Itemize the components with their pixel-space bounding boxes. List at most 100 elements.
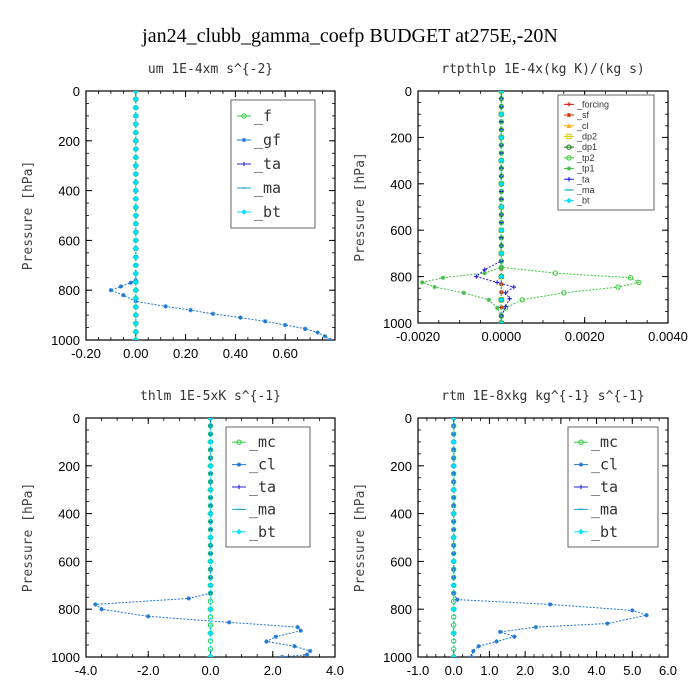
data-point-bt (207, 534, 214, 541)
data-point-bt (133, 104, 139, 111)
data-point-bt (133, 146, 139, 152)
data-point-bt (133, 287, 139, 293)
data-point-cl (99, 607, 104, 612)
y-axis-label: Pressure [hPa] (21, 161, 36, 271)
legend-marker-dp1 (566, 144, 572, 150)
legend-label: _dp2 (576, 131, 597, 141)
y-axis-label: Pressure [hPa] (21, 483, 36, 593)
data-point-bt (133, 320, 139, 327)
legend-label: _ta (249, 478, 276, 496)
data-point-cl (208, 495, 213, 500)
y-tick-label: 600 (390, 554, 412, 569)
data-point-tp1 (482, 270, 487, 276)
data-point-ta (482, 267, 487, 272)
legend-marker-bt (578, 529, 584, 535)
data-point-bt (498, 320, 505, 323)
data-point-bt (450, 510, 457, 517)
data-point-gf (128, 280, 134, 285)
data-point-bt (450, 582, 457, 589)
data-point-gf (118, 284, 124, 289)
panel-title: rtpthlp 1E-4x(kg K)/(kg s) (441, 62, 645, 77)
data-point-gf (121, 292, 126, 298)
legend-label: _cl (591, 456, 618, 474)
data-point-ta (474, 274, 479, 279)
x-tick-label: 0.20 (173, 346, 198, 361)
legend-marker-tp2 (566, 155, 572, 161)
series-group (419, 91, 642, 323)
data-point-tp2 (561, 290, 567, 296)
data-point-bt (133, 196, 139, 202)
y-tick-label: 200 (390, 130, 412, 145)
data-point-bt (207, 463, 214, 469)
data-point-sf (499, 305, 504, 310)
data-point-bt (133, 187, 139, 194)
x-tick-label: 0.0020 (565, 329, 605, 344)
data-point-bt (133, 229, 139, 235)
data-point-bt (498, 204, 505, 210)
legend: _mc _cl _ta _ma _bt (567, 426, 659, 548)
chart-panel-1: um 1E-4xm s^{-2} Pressure [hPa] -0.20 0.00 0… (21, 62, 336, 361)
legend-marker-ta (236, 484, 242, 490)
legend-marker-cl (236, 462, 242, 467)
legend-label: _sf (576, 110, 590, 120)
data-point-bt (498, 157, 505, 164)
data-point-cl (451, 471, 456, 476)
y-tick-label: 600 (390, 223, 412, 238)
data-point-tp1 (461, 290, 467, 296)
legend-label: _forcing (576, 99, 609, 109)
x-tick-label: 0.00 (123, 346, 148, 361)
data-point-cl (644, 612, 649, 618)
legend-label: _f (254, 107, 272, 125)
data-point-cl (533, 624, 539, 630)
y-tick-label: 200 (390, 459, 412, 474)
legend-marker-mc (578, 439, 584, 445)
legend-label: _bt (249, 523, 276, 541)
data-point-bt (133, 179, 139, 186)
data-point-bt (133, 212, 139, 219)
legend-label: _ma (576, 185, 595, 195)
data-point-cl (186, 596, 191, 601)
legend-marker-mc (236, 439, 242, 445)
data-point-bt (498, 111, 505, 117)
data-point-cl (295, 624, 300, 630)
legend-label: _ta (576, 174, 590, 184)
data-point-bt (207, 510, 214, 517)
data-point-gf (238, 315, 243, 320)
data-point-gf (302, 326, 308, 331)
legend-label: _cl (249, 456, 276, 474)
y-tick-label: 800 (58, 602, 80, 617)
y-axis-label: Pressure [hPa] (353, 483, 368, 593)
y-tick-label: 1000 (51, 650, 80, 665)
y-tick-label: 400 (58, 507, 80, 522)
data-point-mc (451, 622, 457, 628)
data-point-gf (315, 330, 320, 335)
data-point-cl (451, 495, 456, 500)
data-point-bt (133, 129, 139, 136)
data-point-cl (304, 652, 310, 657)
y-tick-label: 1000 (383, 650, 412, 665)
legend-label: _cl (576, 121, 589, 131)
data-point-bt (498, 91, 505, 94)
y-tick-label: 800 (390, 270, 412, 285)
legend-label: _gf (254, 131, 281, 149)
x-tick-label: 2.0 (516, 663, 534, 678)
data-point-cl (451, 551, 456, 556)
y-axis-label: Pressure [hPa] (353, 152, 368, 262)
data-point-gf (188, 307, 193, 313)
data-point-bt (133, 245, 139, 252)
data-point-tp1 (494, 305, 500, 311)
legend-marker-tp1 (566, 166, 572, 171)
data-point-bt (133, 220, 139, 227)
legend-marker-f (241, 113, 247, 119)
y-tick-label: 400 (58, 184, 80, 199)
data-point-cl (264, 639, 269, 644)
legend-label: _dp1 (576, 142, 597, 152)
y-tick-label: 600 (58, 233, 80, 248)
data-point-bt (450, 606, 457, 612)
data-point-tp2 (636, 279, 642, 286)
legend-label: _ma (591, 500, 618, 518)
data-point-bt (207, 439, 214, 445)
x-tick-label: -4.0 (75, 663, 97, 678)
legend-label: _ma (254, 179, 281, 197)
